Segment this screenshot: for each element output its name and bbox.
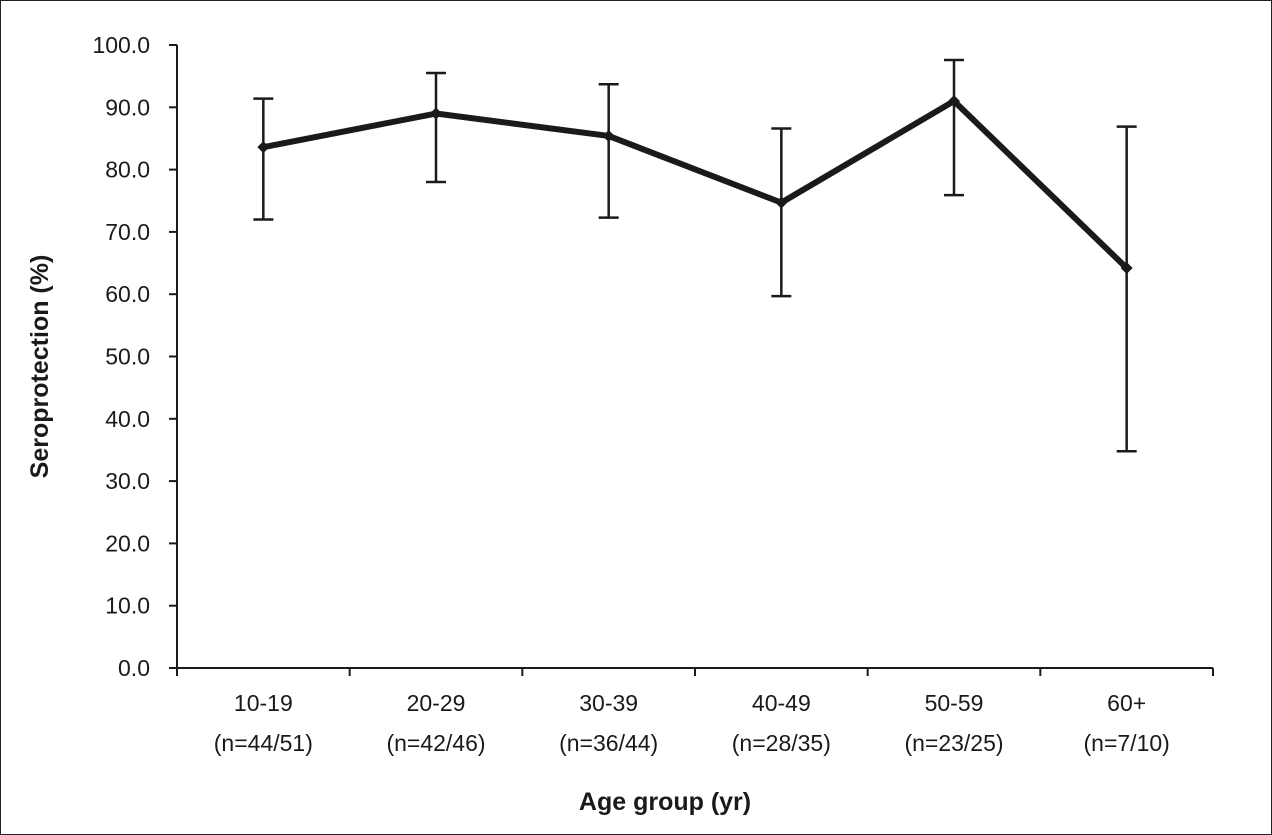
x-axis-title: Age group (yr) [579, 788, 751, 816]
y-tick-label: 100.0 [92, 32, 150, 58]
y-tick-label: 50.0 [105, 344, 150, 370]
x-category-label: 60+ [1107, 690, 1146, 716]
data-point [602, 129, 615, 142]
axes [169, 45, 1213, 669]
x-category-count: (n=42/46) [386, 730, 485, 756]
data-points [257, 95, 1133, 275]
x-category-count: (n=28/35) [732, 730, 831, 756]
x-category-count: (n=7/10) [1084, 730, 1170, 756]
data-point [775, 196, 788, 209]
x-category-label: 40-49 [752, 690, 811, 716]
y-tick-label: 90.0 [105, 94, 150, 120]
error-bar [771, 127, 792, 298]
y-tick-label: 30.0 [105, 468, 150, 494]
x-category-count: (n=44/51) [214, 730, 313, 756]
x-category-label: 10-19 [234, 690, 293, 716]
y-tick-label: 0.0 [118, 655, 150, 681]
y-tick-label: 10.0 [105, 593, 150, 619]
data-point [948, 95, 960, 108]
error-bar [253, 97, 274, 221]
x-category-label: 50-59 [925, 690, 984, 716]
y-tick-label: 80.0 [105, 157, 150, 183]
x-category-count: (n=36/44) [559, 730, 658, 756]
error-bar [1116, 125, 1137, 453]
x-category-label: 20-29 [407, 690, 466, 716]
error-bar [598, 82, 619, 219]
error-bar [426, 71, 446, 184]
y-tick-label: 40.0 [105, 406, 150, 432]
y-ticks: 0.0 10.0 20.0 30.0 40.0 50.0 60.0 70.0 80.0 90.0 1… [92, 32, 177, 681]
x-category-count: (n=23/25) [904, 730, 1003, 756]
x-ticks: 10-19 (n=44/51) 20-29 (n=42/46) 30-39 (n=36/4… [176, 668, 1214, 756]
x-category-label: 30-39 [579, 690, 638, 716]
series-lines [260, 98, 1130, 272]
y-axis-title: Seroprotection (%) [26, 255, 54, 479]
data-point [1120, 262, 1133, 275]
series-line [260, 98, 1130, 272]
y-tick-label: 20.0 [105, 530, 150, 556]
error-bar [944, 58, 964, 197]
error-bars [253, 58, 1137, 453]
y-tick-label: 60.0 [105, 281, 150, 307]
y-tick-label: 70.0 [105, 219, 150, 245]
data-point [430, 107, 442, 120]
data-point [257, 141, 270, 154]
